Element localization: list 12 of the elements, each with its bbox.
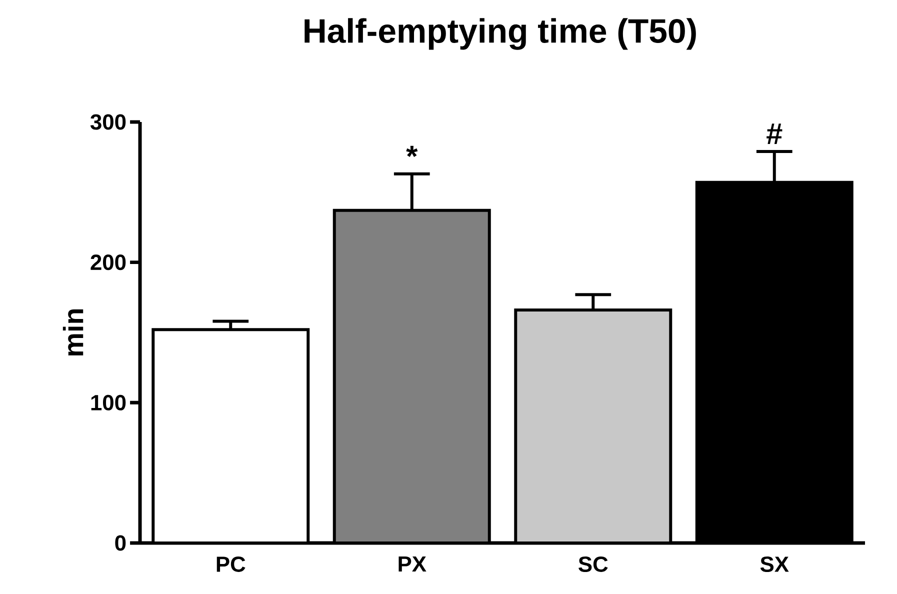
x-tick-label: SX (760, 556, 789, 572)
x-tick-label: PC (216, 556, 246, 572)
y-tick-label: 300 (90, 114, 126, 130)
annotation: # (766, 124, 782, 144)
x-tick-label: PX (398, 556, 426, 572)
y-axis-title: min (62, 309, 84, 356)
chart-title: Half-emptying time (T50) (304, 18, 696, 50)
x-tick-label: SC (578, 556, 608, 572)
y-tick-label: 0 (115, 535, 126, 551)
y-tick-label: 200 (90, 254, 126, 270)
annotation: * (406, 146, 418, 157)
y-tick-label: 100 (91, 394, 126, 410)
